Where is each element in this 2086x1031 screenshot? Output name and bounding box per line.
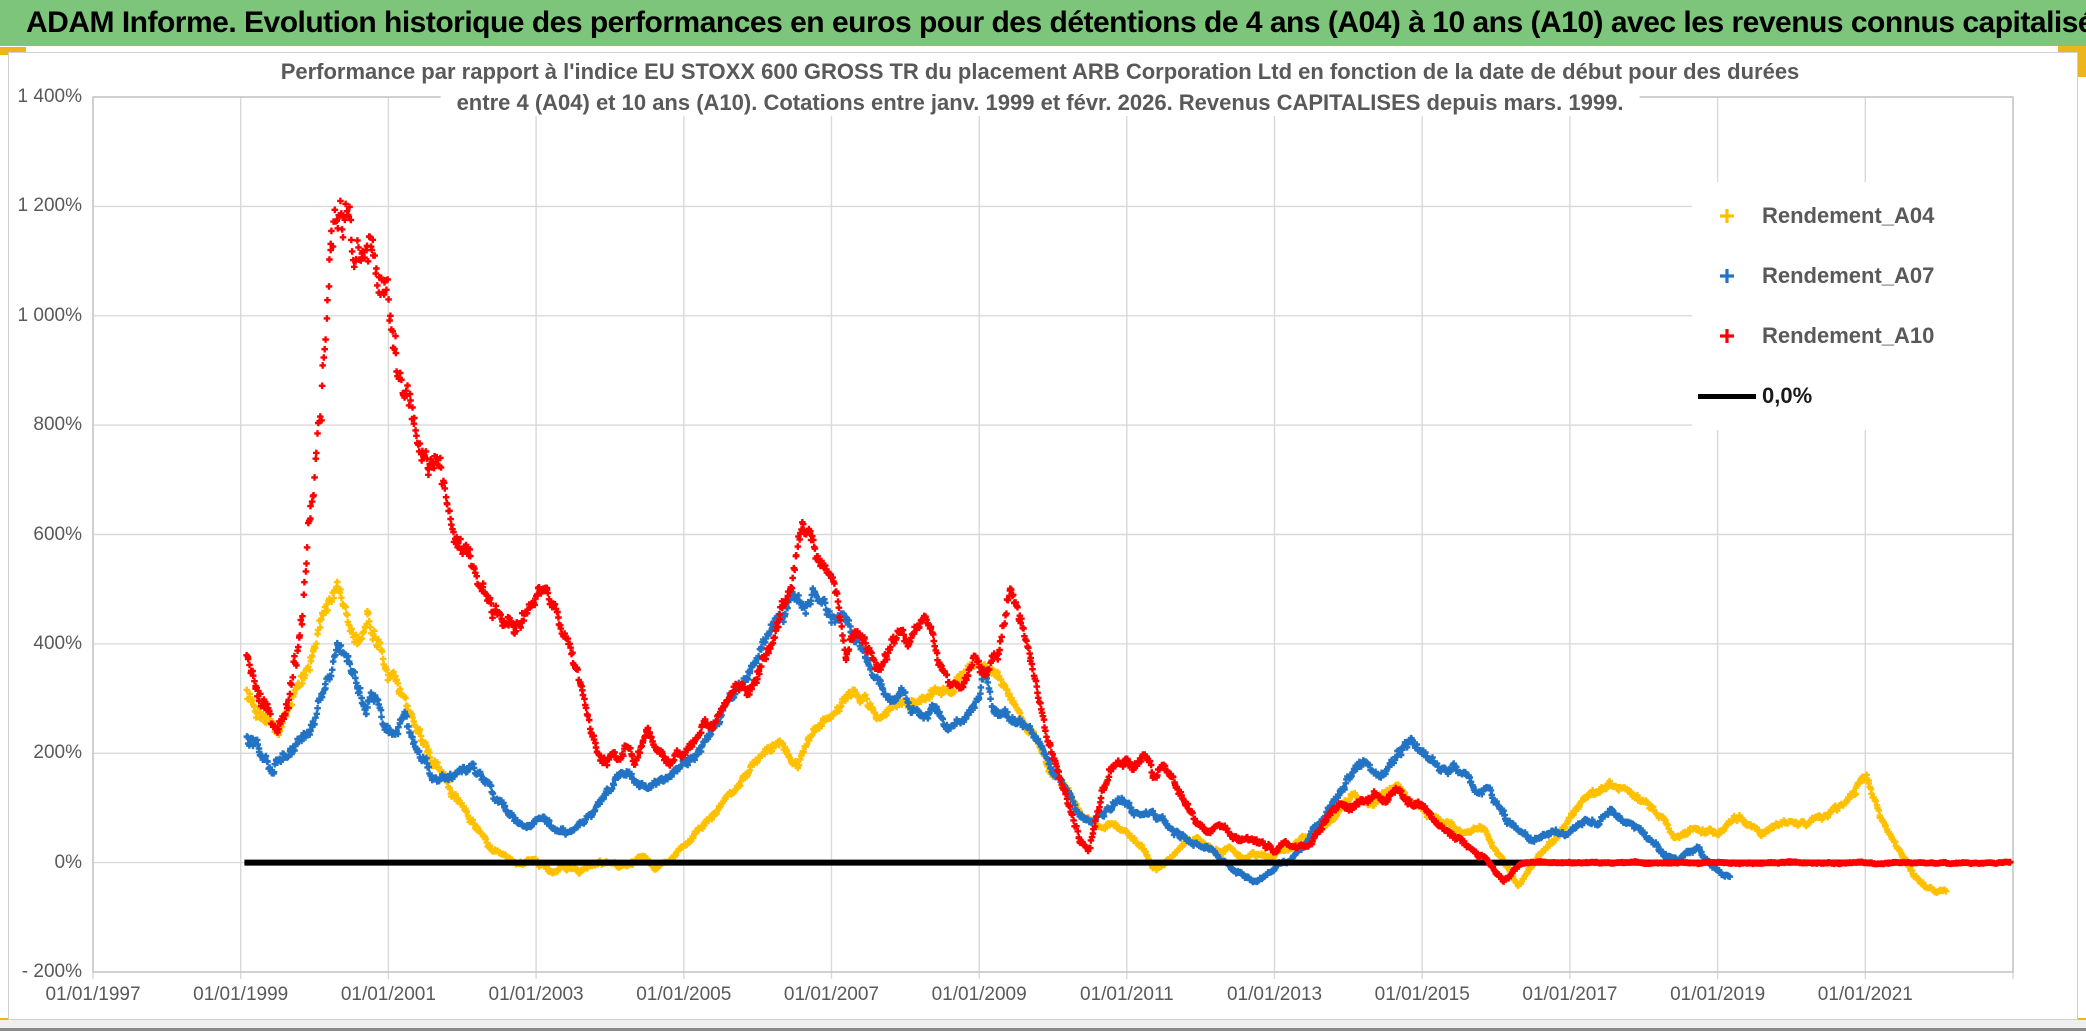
bottom-window-strip — [0, 1020, 2086, 1031]
series-rendement-a07-points — [243, 585, 1733, 886]
plus-marker-icon — [1692, 326, 1762, 346]
y-axis-tick-label: 0% — [54, 851, 82, 873]
x-axis-tick-label: 01/01/2011 — [1080, 984, 1174, 1005]
chart-title-line1: Performance par rapport à l'indice EU ST… — [264, 59, 1816, 85]
x-axis-tick-label: 01/01/2009 — [931, 984, 1027, 1005]
legend-item-rendement_a04[interactable]: Rendement_A04 — [1692, 186, 2012, 246]
legend-label: Rendement_A04 — [1762, 203, 1935, 228]
y-axis-tick-label: 200% — [33, 742, 82, 764]
gold-accent-top-left — [0, 47, 26, 55]
zero-line-swatch — [1692, 393, 1762, 399]
y-axis-tick-label: 400% — [33, 632, 82, 654]
x-axis-tick-label: 01/01/2015 — [1374, 984, 1470, 1005]
y-axis-tick-label: 1 200% — [17, 195, 82, 217]
x-axis-tick-label: 01/01/2021 — [1817, 984, 1913, 1005]
chart-title-line2: entre 4 (A04) et 10 ans (A10). Cotations… — [440, 90, 1640, 116]
legend-item-rendement_a10[interactable]: Rendement_A10 — [1692, 306, 2012, 366]
legend-item-zero-line[interactable]: 0,0% — [1692, 366, 2012, 426]
legend-label: Rendement_A07 — [1762, 263, 1935, 288]
x-axis-tick-label: 01/01/2017 — [1522, 984, 1618, 1005]
y-axis-tick-label: 800% — [33, 414, 82, 436]
x-axis-tick-label: 01/01/2003 — [488, 984, 584, 1005]
y-axis-tick-label: - 200% — [21, 961, 82, 982]
x-axis-tick-label: 01/01/2001 — [340, 984, 436, 1005]
chart-legend: Rendement_A04 Rendement_A07 Rendement_A10 0… — [1692, 182, 2012, 430]
y-axis-tick-label: 1 400% — [17, 86, 82, 107]
legend-label: 0,0% — [1762, 383, 1813, 408]
x-axis-tick-label: 01/01/2019 — [1670, 984, 1766, 1005]
y-axis-tick-label: 600% — [33, 523, 82, 545]
x-axis-tick-label: 01/01/1997 — [45, 984, 141, 1005]
report-title-bar: ADAM Informe. Evolution historique des p… — [0, 0, 2086, 46]
x-axis-tick-label: 01/01/2007 — [783, 984, 879, 1005]
report-title: ADAM Informe. Evolution historique des p… — [26, 6, 2086, 39]
x-axis-tick-label: 01/01/2005 — [636, 984, 732, 1005]
plus-marker-icon — [1692, 266, 1762, 286]
legend-item-rendement_a07[interactable]: Rendement_A07 — [1692, 246, 2012, 306]
plus-marker-icon — [1692, 206, 1762, 226]
y-axis-tick-label: 1 000% — [17, 304, 82, 326]
x-axis-tick-label: 01/01/2013 — [1226, 984, 1323, 1005]
series-rendement-a10-points — [243, 197, 2014, 885]
x-axis-tick-label: 01/01/1999 — [193, 984, 289, 1005]
legend-label: Rendement_A10 — [1762, 323, 1935, 348]
